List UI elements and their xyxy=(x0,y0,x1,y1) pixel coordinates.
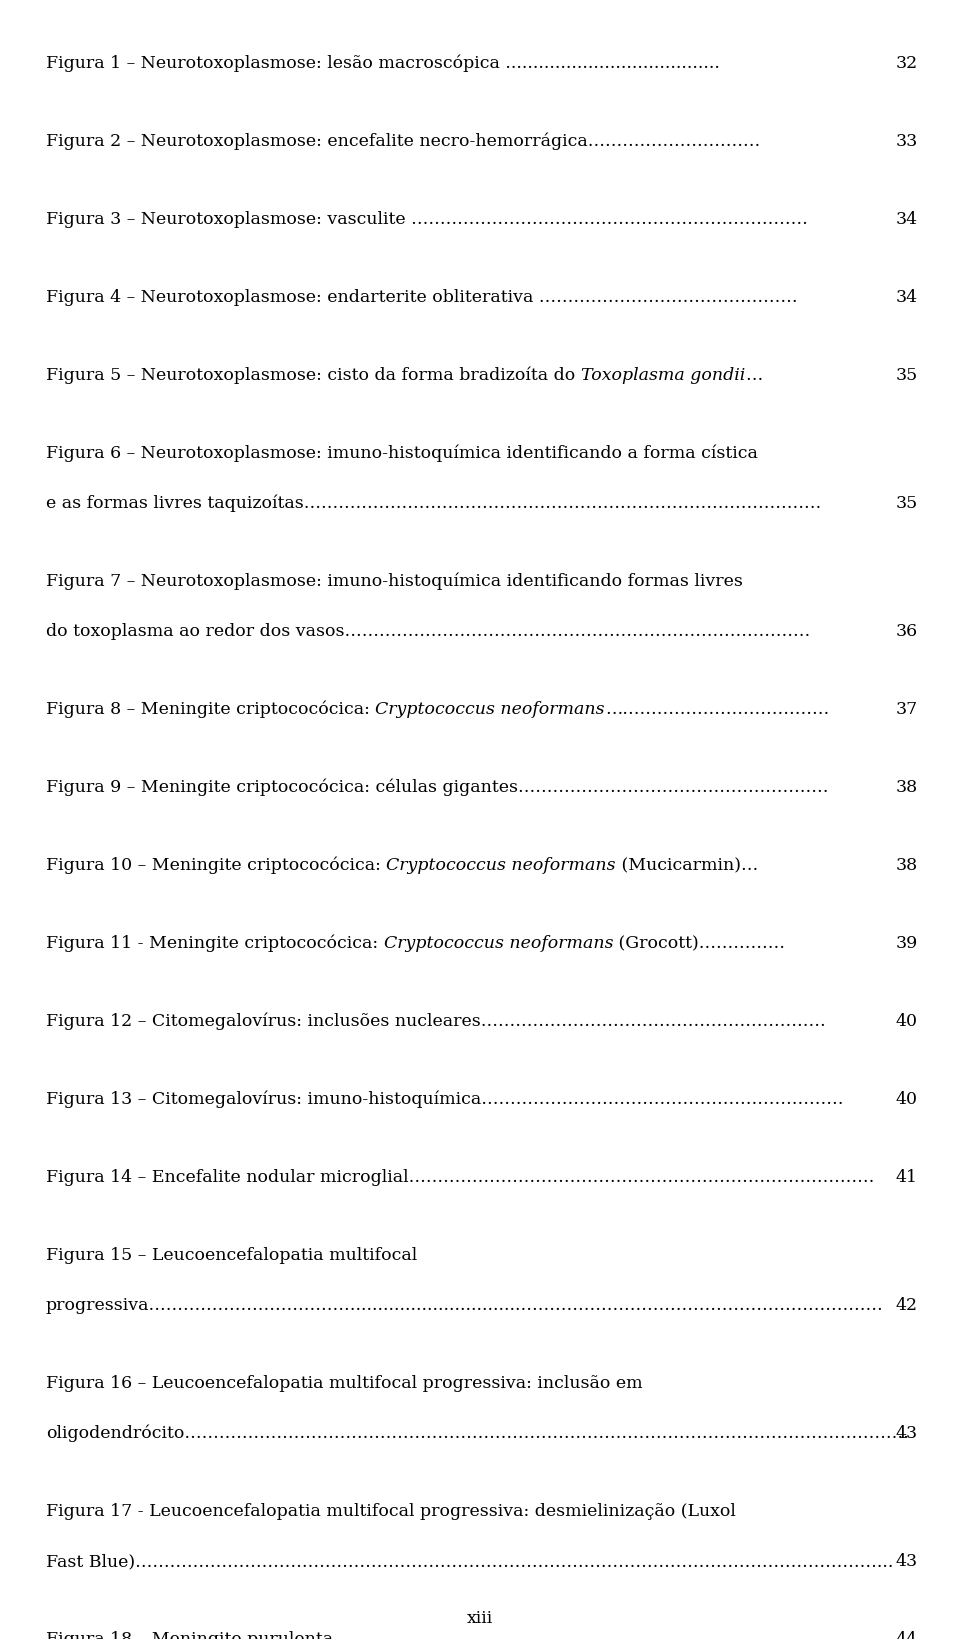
Text: 42: 42 xyxy=(896,1296,918,1314)
Text: xiii: xiii xyxy=(467,1609,493,1628)
Text: 32: 32 xyxy=(896,56,918,72)
Text: 35: 35 xyxy=(896,367,918,384)
Text: 35: 35 xyxy=(896,495,918,511)
Text: Cryptococcus neoformans: Cryptococcus neoformans xyxy=(375,701,605,718)
Text: Cryptococcus neoformans: Cryptococcus neoformans xyxy=(384,934,613,952)
Text: Figura 9 – Meningite criptococócica: células gigantes………………………………………………: Figura 9 – Meningite criptococócica: cél… xyxy=(46,779,828,797)
Text: progressiva………………………………..............................………………………………………………………: progressiva……………………………….................… xyxy=(46,1296,884,1314)
Text: e as formas livres taquizoítas………………………………………………………………………………: e as formas livres taquizoítas…………………………… xyxy=(46,495,821,513)
Text: (Mucicarmin)…: (Mucicarmin)… xyxy=(616,857,758,874)
Text: Figura 17 - Leucoencefalopatia multifocal progressiva: desmielinização (Luxol: Figura 17 - Leucoencefalopatia multifoca… xyxy=(46,1503,736,1519)
Text: Figura 10 – Meningite criptococócica:: Figura 10 – Meningite criptococócica: xyxy=(46,857,386,875)
Text: Figura 7 – Neurotoxoplasmose: imuno-histoquímica identificando formas livres: Figura 7 – Neurotoxoplasmose: imuno-hist… xyxy=(46,574,743,590)
Text: Figura 8 – Meningite criptococócica:: Figura 8 – Meningite criptococócica: xyxy=(46,701,375,718)
Text: Fast Blue)…………………………………………………………………………………………………………………...: Fast Blue)………………………………………………………………………………… xyxy=(46,1554,894,1570)
Text: Figura 16 – Leucoencefalopatia multifocal progressiva: inclusão em: Figura 16 – Leucoencefalopatia multifoca… xyxy=(46,1375,642,1392)
Text: 44: 44 xyxy=(896,1631,918,1639)
Text: Figura 3 – Neurotoxoplasmose: vasculite ……………………………………………………………: Figura 3 – Neurotoxoplasmose: vasculite … xyxy=(46,211,808,228)
Text: 36: 36 xyxy=(896,623,918,639)
Text: Figura 18 – Meningite purulenta…………………………………………………………………………………...: Figura 18 – Meningite purulenta………………………… xyxy=(46,1631,884,1639)
Text: 38: 38 xyxy=(896,779,918,797)
Text: 43: 43 xyxy=(896,1554,918,1570)
Text: 33: 33 xyxy=(896,133,918,151)
Text: Cryptococcus neoformans: Cryptococcus neoformans xyxy=(386,857,616,874)
Text: 39: 39 xyxy=(896,934,918,952)
Text: 38: 38 xyxy=(896,857,918,874)
Text: Figura 11 - Meningite criptococócica:: Figura 11 - Meningite criptococócica: xyxy=(46,934,384,952)
Text: 41: 41 xyxy=(896,1169,918,1187)
Text: Toxoplasma gondii: Toxoplasma gondii xyxy=(581,367,745,384)
Text: 37: 37 xyxy=(896,701,918,718)
Text: oligodendrócito………………………………………………………………………………………………………………: oligodendrócito…………………………………………………………………… xyxy=(46,1424,909,1442)
Text: Figura 6 – Neurotoxoplasmose: imuno-histoquímica identificando a forma cística: Figura 6 – Neurotoxoplasmose: imuno-hist… xyxy=(46,446,757,462)
Text: …: … xyxy=(745,367,762,384)
Text: Figura 4 – Neurotoxoplasmose: endarterite obliterativa ………………………………………: Figura 4 – Neurotoxoplasmose: endarterit… xyxy=(46,288,798,306)
Text: 34: 34 xyxy=(896,211,918,228)
Text: Figura 1 – Neurotoxoplasmose: lesão macroscópica ...............................: Figura 1 – Neurotoxoplasmose: lesão macr… xyxy=(46,56,720,72)
Text: …………………………………: ………………………………… xyxy=(605,701,829,718)
Text: Figura 14 – Encefalite nodular microglial………………………………………………………………………: Figura 14 – Encefalite nodular microglia… xyxy=(46,1169,875,1187)
Text: Figura 2 – Neurotoxoplasmose: encefalite necro-hemorrágica…………………………: Figura 2 – Neurotoxoplasmose: encefalite… xyxy=(46,133,760,151)
Text: do toxoplasma ao redor dos vasos………………………………………………………………………: do toxoplasma ao redor dos vasos……………………… xyxy=(46,623,810,639)
Text: Figura 5 – Neurotoxoplasmose: cisto da forma bradizoíta do: Figura 5 – Neurotoxoplasmose: cisto da f… xyxy=(46,367,581,385)
Text: Figura 13 – Citomegalovírus: imuno-histoquímica………………………………………………………: Figura 13 – Citomegalovírus: imuno-histo… xyxy=(46,1092,844,1108)
Text: Figura 12 – Citomegalovírus: inclusões nucleares……………………………………………………: Figura 12 – Citomegalovírus: inclusões n… xyxy=(46,1013,826,1031)
Text: 40: 40 xyxy=(896,1092,918,1108)
Text: 40: 40 xyxy=(896,1013,918,1029)
Text: 43: 43 xyxy=(896,1424,918,1442)
Text: 34: 34 xyxy=(896,288,918,306)
Text: (Grocott)……………: (Grocott)…………… xyxy=(613,934,785,952)
Text: Figura 15 – Leucoencefalopatia multifocal: Figura 15 – Leucoencefalopatia multifoca… xyxy=(46,1247,418,1264)
